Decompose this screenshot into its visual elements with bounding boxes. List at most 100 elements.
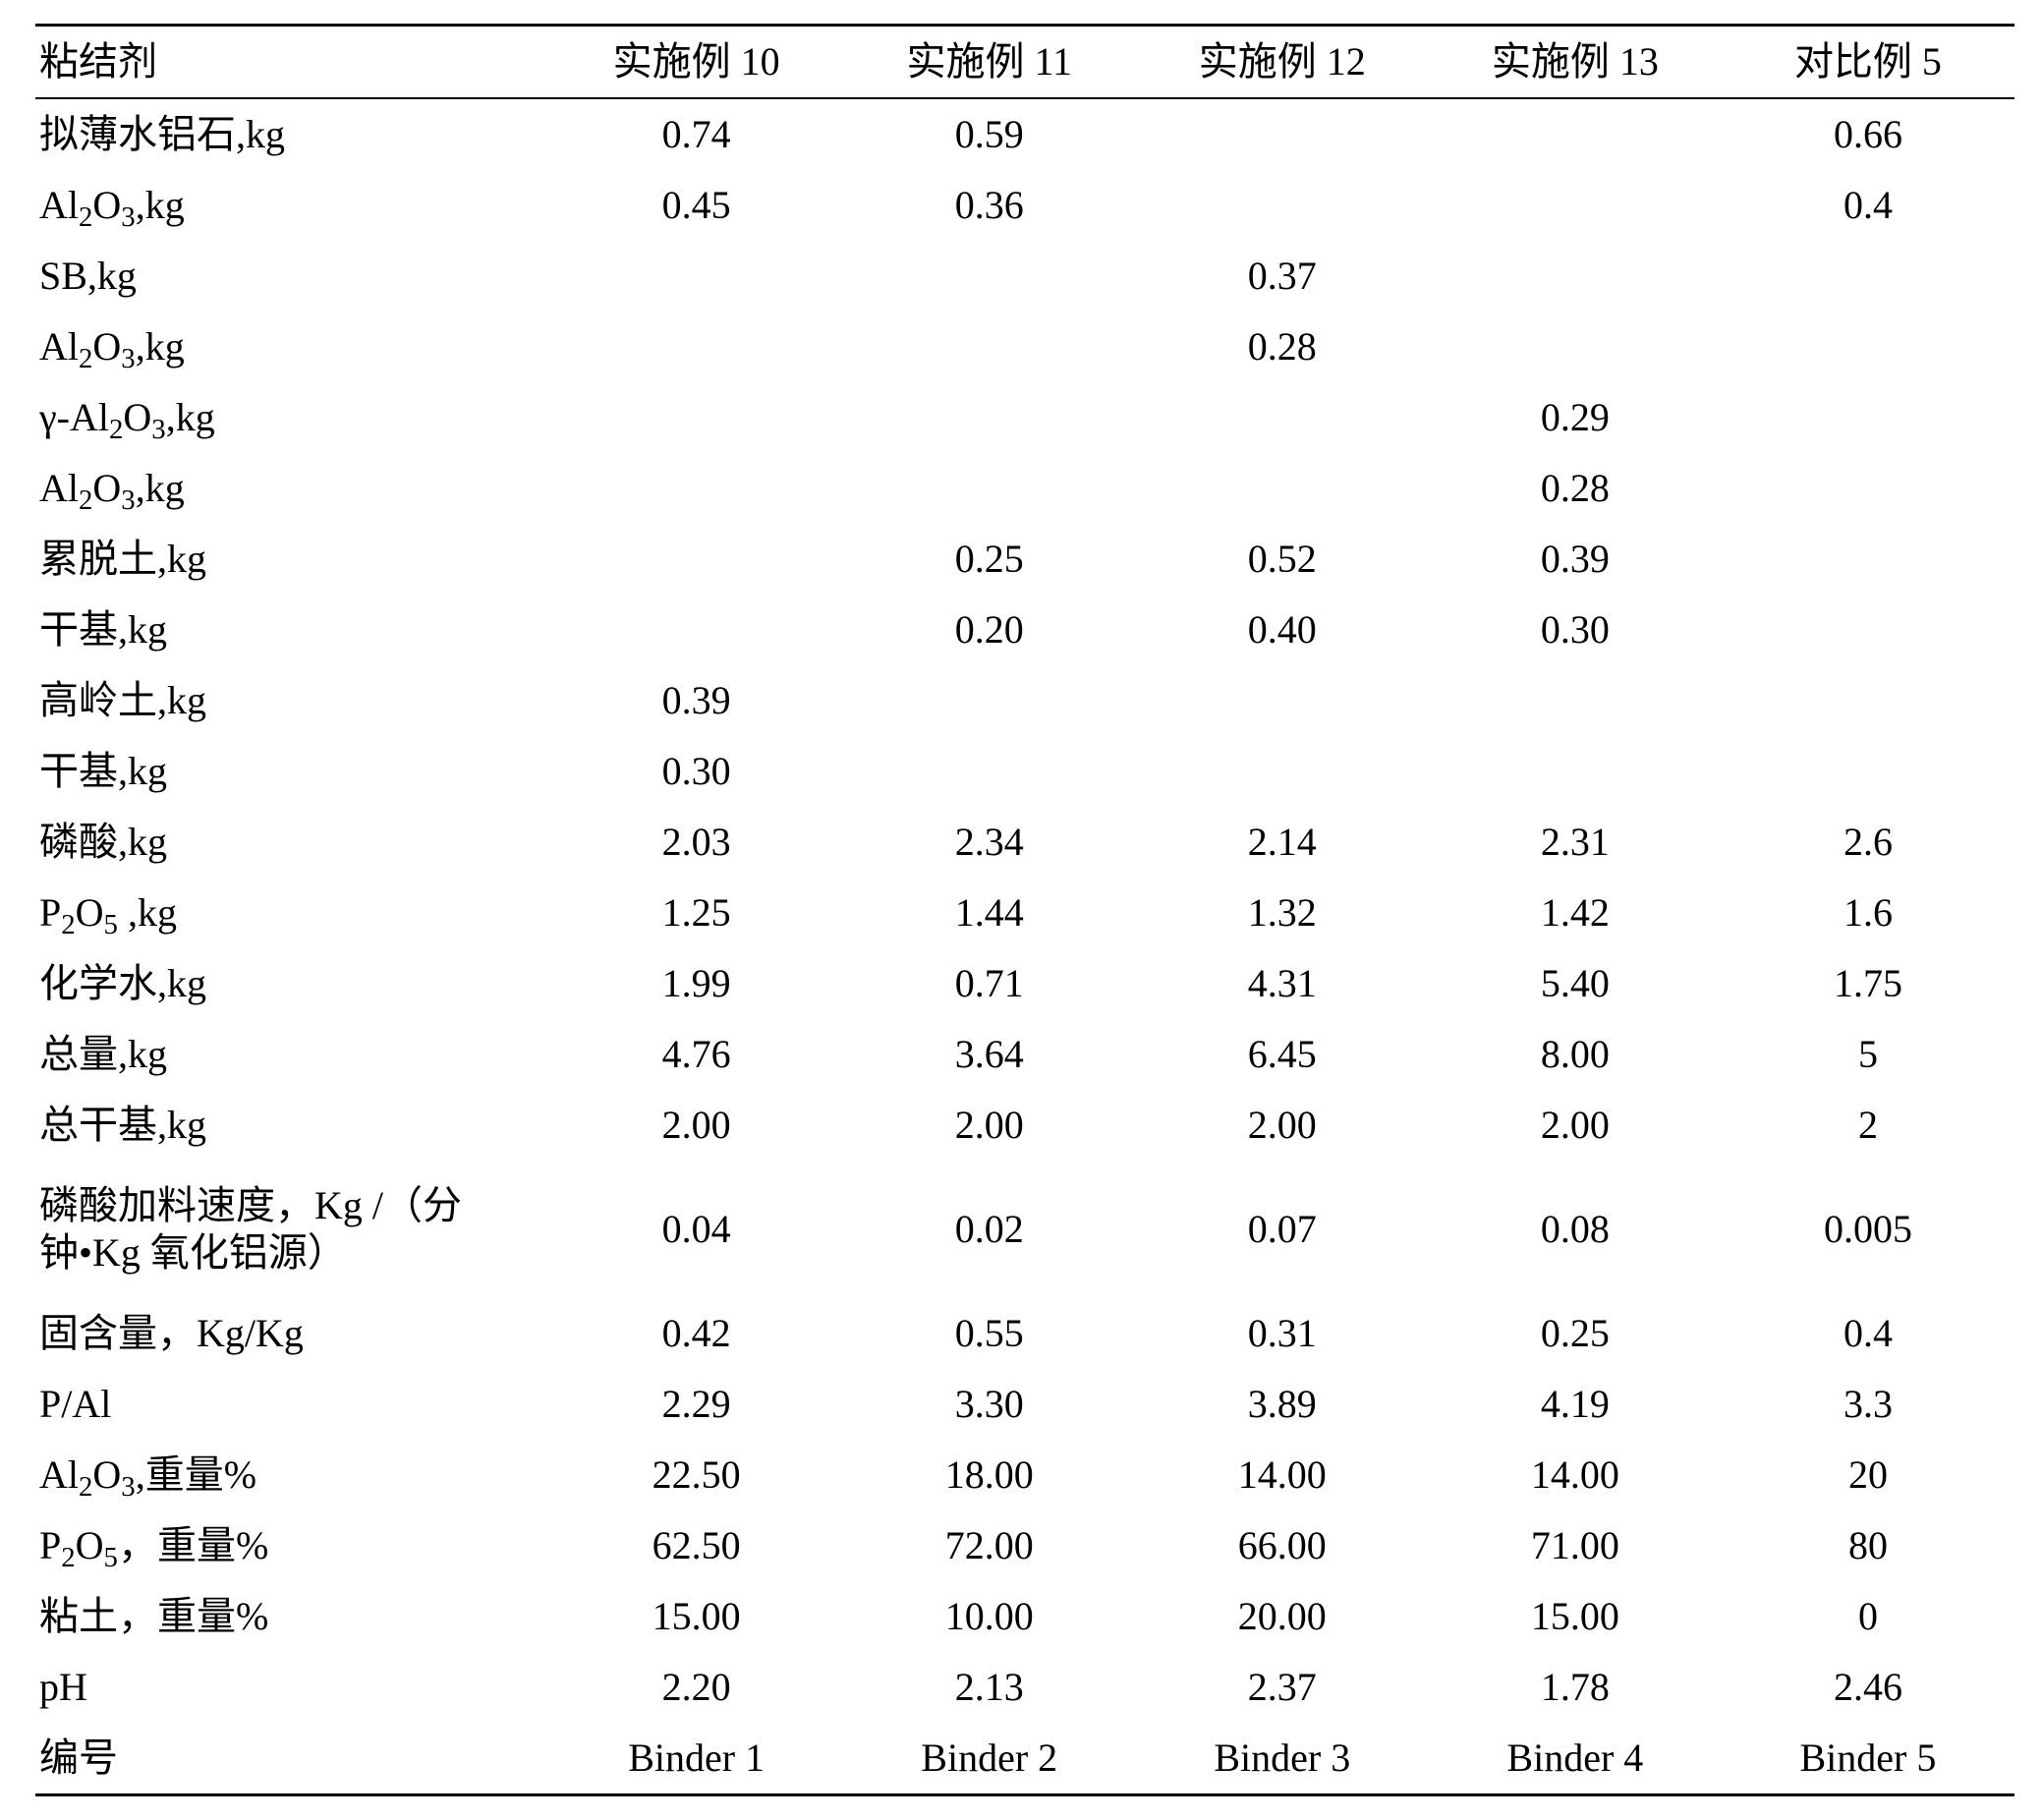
cell: 1.25 bbox=[550, 878, 843, 948]
cell: 0.74 bbox=[550, 98, 843, 170]
cell: Binder 5 bbox=[1722, 1723, 2014, 1795]
cell: 0.55 bbox=[843, 1298, 1136, 1369]
row-label: 粘土，重量% bbox=[35, 1581, 550, 1652]
cell: 0.04 bbox=[550, 1161, 843, 1298]
cell bbox=[1136, 382, 1429, 453]
cell bbox=[1722, 524, 2014, 595]
cell bbox=[550, 595, 843, 665]
cell: 2.00 bbox=[1429, 1090, 1722, 1161]
cell: 1.6 bbox=[1722, 878, 2014, 948]
cell bbox=[1429, 312, 1722, 382]
cell bbox=[1722, 665, 2014, 736]
cell: 2.29 bbox=[550, 1369, 843, 1440]
cell: 0.4 bbox=[1722, 1298, 2014, 1369]
col-header-ex11: 实施例 11 bbox=[843, 26, 1136, 99]
cell: 3.64 bbox=[843, 1019, 1136, 1090]
cell bbox=[1136, 453, 1429, 524]
table-row: 化学水,kg1.990.714.315.401.75 bbox=[35, 948, 2014, 1019]
cell bbox=[1136, 170, 1429, 241]
cell: 4.76 bbox=[550, 1019, 843, 1090]
row-label: 固含量，Kg/Kg bbox=[35, 1298, 550, 1369]
table-row: γ-Al2O3,kg 0.29 bbox=[35, 382, 2014, 453]
cell bbox=[1722, 382, 2014, 453]
cell bbox=[843, 453, 1136, 524]
cell: 2 bbox=[1722, 1090, 2014, 1161]
cell: 20 bbox=[1722, 1440, 2014, 1510]
row-label: 累脱土,kg bbox=[35, 524, 550, 595]
cell: 0.42 bbox=[550, 1298, 843, 1369]
cell: 0.25 bbox=[1429, 1298, 1722, 1369]
cell: 0 bbox=[1722, 1581, 2014, 1652]
cell: 2.20 bbox=[550, 1652, 843, 1723]
table-row: 累脱土,kg0.250.520.39 bbox=[35, 524, 2014, 595]
cell: 1.78 bbox=[1429, 1652, 1722, 1723]
table-row: 干基,kg0.30 bbox=[35, 736, 2014, 807]
cell: 15.00 bbox=[550, 1581, 843, 1652]
cell: 0.37 bbox=[1136, 241, 1429, 312]
row-label: 高岭土,kg bbox=[35, 665, 550, 736]
row-label: 编号 bbox=[35, 1723, 550, 1795]
cell: 66.00 bbox=[1136, 1510, 1429, 1581]
row-label: 磷酸,kg bbox=[35, 807, 550, 878]
cell: 2.31 bbox=[1429, 807, 1722, 878]
cell: 0.52 bbox=[1136, 524, 1429, 595]
cell: 0.4 bbox=[1722, 170, 2014, 241]
cell: 2.00 bbox=[550, 1090, 843, 1161]
cell bbox=[843, 665, 1136, 736]
col-header-ex12: 实施例 12 bbox=[1136, 26, 1429, 99]
cell: 62.50 bbox=[550, 1510, 843, 1581]
cell: 0.07 bbox=[1136, 1161, 1429, 1298]
cell: 6.45 bbox=[1136, 1019, 1429, 1090]
row-label: Al2O3,kg bbox=[35, 312, 550, 382]
table-row: P2O5 ,kg1.251.441.321.421.6 bbox=[35, 878, 2014, 948]
row-label: 总干基,kg bbox=[35, 1090, 550, 1161]
cell: Binder 1 bbox=[550, 1723, 843, 1795]
row-label: 拟薄水铝石,kg bbox=[35, 98, 550, 170]
cell: 0.30 bbox=[550, 736, 843, 807]
cell: 4.19 bbox=[1429, 1369, 1722, 1440]
cell: 80 bbox=[1722, 1510, 2014, 1581]
cell: 5.40 bbox=[1429, 948, 1722, 1019]
cell: 0.71 bbox=[843, 948, 1136, 1019]
cell bbox=[550, 241, 843, 312]
cell bbox=[1136, 98, 1429, 170]
table-row: P2O5，重量%62.5072.0066.0071.0080 bbox=[35, 1510, 2014, 1581]
row-label: P2O5 ,kg bbox=[35, 878, 550, 948]
cell: 2.00 bbox=[843, 1090, 1136, 1161]
cell: 0.02 bbox=[843, 1161, 1136, 1298]
cell: 2.37 bbox=[1136, 1652, 1429, 1723]
cell: 0.25 bbox=[843, 524, 1136, 595]
table-row: Al2O3,kg0.28 bbox=[35, 312, 2014, 382]
row-label: SB,kg bbox=[35, 241, 550, 312]
col-header-ex10: 实施例 10 bbox=[550, 26, 843, 99]
cell bbox=[550, 312, 843, 382]
table-row: pH2.202.132.371.782.46 bbox=[35, 1652, 2014, 1723]
row-label: 磷酸加料速度，Kg /（分钟•Kg 氧化铝源） bbox=[35, 1161, 550, 1298]
table-row: 磷酸加料速度，Kg /（分钟•Kg 氧化铝源）0.040.020.070.080… bbox=[35, 1161, 2014, 1298]
table-row: 编号Binder 1Binder 2Binder 3Binder 4Binder… bbox=[35, 1723, 2014, 1795]
cell: 14.00 bbox=[1136, 1440, 1429, 1510]
cell: 8.00 bbox=[1429, 1019, 1722, 1090]
cell: 2.34 bbox=[843, 807, 1136, 878]
row-label: γ-Al2O3,kg bbox=[35, 382, 550, 453]
cell: 71.00 bbox=[1429, 1510, 1722, 1581]
table-row: 干基,kg0.200.400.30 bbox=[35, 595, 2014, 665]
cell: 22.50 bbox=[550, 1440, 843, 1510]
cell bbox=[1429, 170, 1722, 241]
cell: 1.99 bbox=[550, 948, 843, 1019]
cell: 0.45 bbox=[550, 170, 843, 241]
row-label: Al2O3,kg bbox=[35, 170, 550, 241]
row-label: P/Al bbox=[35, 1369, 550, 1440]
row-label: Al2O3,重量% bbox=[35, 1440, 550, 1510]
cell: 3.30 bbox=[843, 1369, 1136, 1440]
cell: 0.31 bbox=[1136, 1298, 1429, 1369]
table-row: Al2O3,kg0.450.36 0.4 bbox=[35, 170, 2014, 241]
cell: 0.29 bbox=[1429, 382, 1722, 453]
col-header-label: 粘结剂 bbox=[35, 26, 550, 99]
cell: 0.36 bbox=[843, 170, 1136, 241]
table-row: 高岭土,kg0.39 bbox=[35, 665, 2014, 736]
cell: Binder 2 bbox=[843, 1723, 1136, 1795]
cell bbox=[1429, 665, 1722, 736]
table-row: Al2O3,kg0.28 bbox=[35, 453, 2014, 524]
cell bbox=[1722, 736, 2014, 807]
